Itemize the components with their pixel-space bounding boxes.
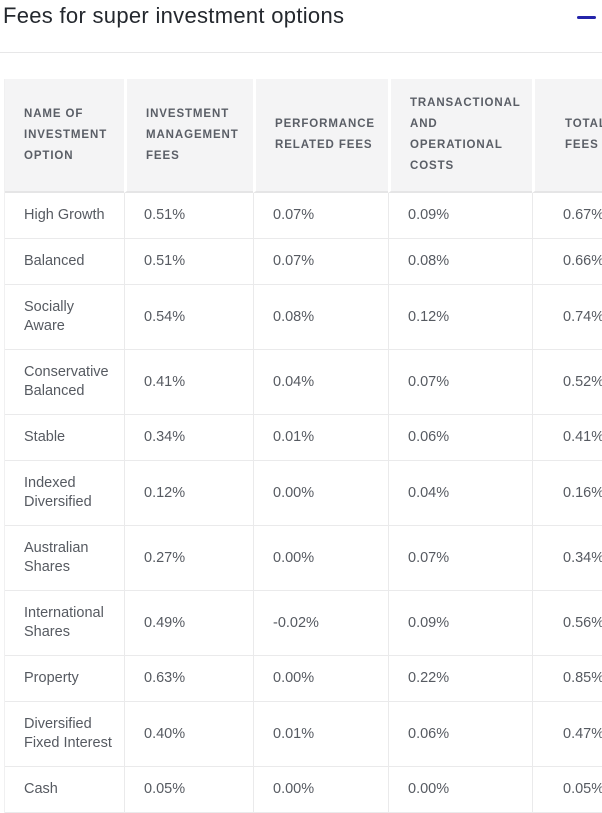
cell-transactional-operational-costs: 0.09% xyxy=(388,591,532,656)
cell-investment-management-fees: 0.51% xyxy=(124,239,253,285)
table-row: Property 0.63% 0.00% 0.22% 0.85% xyxy=(5,656,602,702)
cell-total-fees: 0.85% xyxy=(532,656,602,702)
minus-icon xyxy=(577,15,596,19)
cell-option-name: Australian Shares xyxy=(5,526,124,591)
cell-option-name: International Shares xyxy=(5,591,124,656)
cell-investment-management-fees: 0.54% xyxy=(124,285,253,350)
cell-total-fees: 0.34% xyxy=(532,526,602,591)
cell-option-name: Balanced xyxy=(5,239,124,285)
col-header-name-of-investment-option: NAME OF INVESTMENT OPTION xyxy=(5,79,124,193)
fees-table-container: NAME OF INVESTMENT OPTION INVESTMENT MAN… xyxy=(4,79,602,813)
cell-performance-related-fees: 0.00% xyxy=(253,767,388,813)
cell-investment-management-fees: 0.49% xyxy=(124,591,253,656)
cell-total-fees: 0.67% xyxy=(532,193,602,239)
cell-performance-related-fees: 0.00% xyxy=(253,526,388,591)
col-header-performance-related-fees: PERFORMANCE RELATED FEES xyxy=(253,79,388,193)
cell-transactional-operational-costs: 0.06% xyxy=(388,415,532,461)
cell-option-name: Diversified Fixed Interest xyxy=(5,702,124,767)
cell-transactional-operational-costs: 0.00% xyxy=(388,767,532,813)
table-row: Stable 0.34% 0.01% 0.06% 0.41% xyxy=(5,415,602,461)
cell-total-fees: 0.47% xyxy=(532,702,602,767)
cell-total-fees: 0.74% xyxy=(532,285,602,350)
cell-option-name: Property xyxy=(5,656,124,702)
cell-investment-management-fees: 0.12% xyxy=(124,461,253,526)
cell-transactional-operational-costs: 0.07% xyxy=(388,526,532,591)
cell-total-fees: 0.16% xyxy=(532,461,602,526)
table-row: International Shares 0.49% -0.02% 0.09% … xyxy=(5,591,602,656)
cell-performance-related-fees: 0.07% xyxy=(253,193,388,239)
cell-performance-related-fees: 0.01% xyxy=(253,702,388,767)
cell-total-fees: 0.56% xyxy=(532,591,602,656)
cell-investment-management-fees: 0.40% xyxy=(124,702,253,767)
cell-investment-management-fees: 0.51% xyxy=(124,193,253,239)
fees-table: NAME OF INVESTMENT OPTION INVESTMENT MAN… xyxy=(4,79,602,813)
table-row: Indexed Diversified 0.12% 0.00% 0.04% 0.… xyxy=(5,461,602,526)
table-row: Socially Aware 0.54% 0.08% 0.12% 0.74% xyxy=(5,285,602,350)
cell-total-fees: 0.41% xyxy=(532,415,602,461)
cell-option-name: Indexed Diversified xyxy=(5,461,124,526)
table-row: Diversified Fixed Interest 0.40% 0.01% 0… xyxy=(5,702,602,767)
page-title: Fees for super investment options xyxy=(3,3,345,28)
cell-total-fees: 0.05% xyxy=(532,767,602,813)
cell-transactional-operational-costs: 0.22% xyxy=(388,656,532,702)
cell-total-fees: 0.52% xyxy=(532,350,602,415)
cell-performance-related-fees: -0.02% xyxy=(253,591,388,656)
cell-performance-related-fees: 0.04% xyxy=(253,350,388,415)
col-header-transactional-operational-costs: TRANSACTIONAL AND OPERATIONAL COSTS xyxy=(388,79,532,193)
cell-option-name: Socially Aware xyxy=(5,285,124,350)
cell-investment-management-fees: 0.34% xyxy=(124,415,253,461)
table-row: Conservative Balanced 0.41% 0.04% 0.07% … xyxy=(5,350,602,415)
cell-performance-related-fees: 0.00% xyxy=(253,461,388,526)
cell-option-name: Stable xyxy=(5,415,124,461)
cell-transactional-operational-costs: 0.12% xyxy=(388,285,532,350)
collapse-button[interactable] xyxy=(572,5,596,29)
cell-transactional-operational-costs: 0.07% xyxy=(388,350,532,415)
table-row: Cash 0.05% 0.00% 0.00% 0.05% xyxy=(5,767,602,813)
cell-transactional-operational-costs: 0.04% xyxy=(388,461,532,526)
cell-investment-management-fees: 0.27% xyxy=(124,526,253,591)
cell-performance-related-fees: 0.01% xyxy=(253,415,388,461)
cell-option-name: Conservative Balanced xyxy=(5,350,124,415)
cell-investment-management-fees: 0.41% xyxy=(124,350,253,415)
cell-option-name: High Growth xyxy=(5,193,124,239)
cell-transactional-operational-costs: 0.06% xyxy=(388,702,532,767)
table-row: High Growth 0.51% 0.07% 0.09% 0.67% xyxy=(5,193,602,239)
accordion-header[interactable]: Fees for super investment options xyxy=(0,0,602,53)
cell-performance-related-fees: 0.07% xyxy=(253,239,388,285)
cell-option-name: Cash xyxy=(5,767,124,813)
table-header-row: NAME OF INVESTMENT OPTION INVESTMENT MAN… xyxy=(5,79,602,193)
col-header-investment-management-fees: INVESTMENT MANAGEMENT FEES xyxy=(124,79,253,193)
table-row: Australian Shares 0.27% 0.00% 0.07% 0.34… xyxy=(5,526,602,591)
cell-investment-management-fees: 0.63% xyxy=(124,656,253,702)
cell-investment-management-fees: 0.05% xyxy=(124,767,253,813)
cell-performance-related-fees: 0.08% xyxy=(253,285,388,350)
table-row: Balanced 0.51% 0.07% 0.08% 0.66% xyxy=(5,239,602,285)
col-header-total-fees: TOTAL FEES xyxy=(532,79,602,193)
cell-transactional-operational-costs: 0.08% xyxy=(388,239,532,285)
cell-transactional-operational-costs: 0.09% xyxy=(388,193,532,239)
cell-performance-related-fees: 0.00% xyxy=(253,656,388,702)
cell-total-fees: 0.66% xyxy=(532,239,602,285)
